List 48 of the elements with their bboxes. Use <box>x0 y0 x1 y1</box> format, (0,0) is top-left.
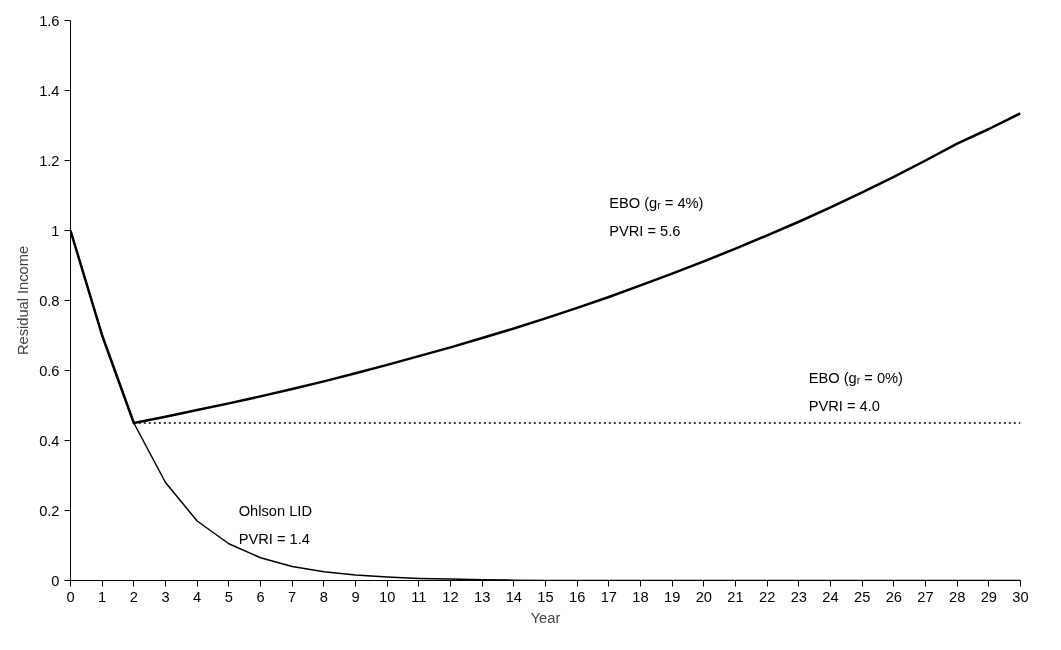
x-tick-label: 13 <box>474 588 491 605</box>
y-tick-label: 0.2 <box>39 502 60 519</box>
annotation: PVRI = 1.4 <box>238 530 310 547</box>
annotation: EBO (gᵣ = 4%) <box>609 194 704 211</box>
x-tick-label: 19 <box>664 588 681 605</box>
x-tick-label: 11 <box>411 588 427 605</box>
y-tick-label: 0.6 <box>39 362 60 379</box>
y-tick-label: 0.4 <box>39 432 60 449</box>
x-tick-label: 6 <box>256 588 265 605</box>
x-tick-label: 5 <box>224 588 233 605</box>
x-tick-label: 15 <box>537 588 554 605</box>
x-tick-label: 26 <box>885 588 902 605</box>
x-tick-label: 16 <box>569 588 586 605</box>
x-tick-label: 30 <box>1012 588 1029 605</box>
x-tick-label: 14 <box>505 588 522 605</box>
y-tick-label: 1.2 <box>39 152 60 169</box>
x-axis-title: Year <box>530 609 561 626</box>
x-tick-label: 28 <box>949 588 966 605</box>
x-tick-label: 3 <box>161 588 170 605</box>
x-tick-label: 29 <box>980 588 997 605</box>
x-tick-label: 21 <box>727 588 744 605</box>
annotation: PVRI = 5.6 <box>609 222 681 239</box>
x-tick-label: 17 <box>600 588 617 605</box>
x-tick-label: 23 <box>790 588 807 605</box>
y-axis-title: Residual Income <box>15 245 32 356</box>
x-tick-label: 7 <box>288 588 297 605</box>
x-tick-label: 22 <box>759 588 776 605</box>
x-tick-label: 2 <box>129 588 138 605</box>
x-tick-label: 8 <box>319 588 328 605</box>
x-tick-label: 27 <box>917 588 934 605</box>
x-tick-label: 20 <box>695 588 712 605</box>
annotation: EBO (gᵣ = 0%) <box>808 369 903 386</box>
annotation: Ohlson LID <box>238 502 312 519</box>
y-tick-label: 1 <box>51 222 60 239</box>
x-tick-label: 25 <box>854 588 871 605</box>
x-tick-label: 9 <box>351 588 360 605</box>
y-tick-label: 0.8 <box>39 292 60 309</box>
x-tick-label: 1 <box>98 588 107 605</box>
x-tick-label: 4 <box>193 588 202 605</box>
annotation: PVRI = 4.0 <box>808 397 880 414</box>
x-tick-label: 12 <box>442 588 459 605</box>
x-tick-label: 10 <box>379 588 396 605</box>
x-tick-label: 18 <box>632 588 649 605</box>
x-tick-label: 0 <box>66 588 75 605</box>
x-tick-label: 24 <box>822 588 839 605</box>
y-tick-label: 1.6 <box>39 12 60 29</box>
y-tick-label: 0 <box>51 572 60 589</box>
y-tick-label: 1.4 <box>39 82 60 99</box>
